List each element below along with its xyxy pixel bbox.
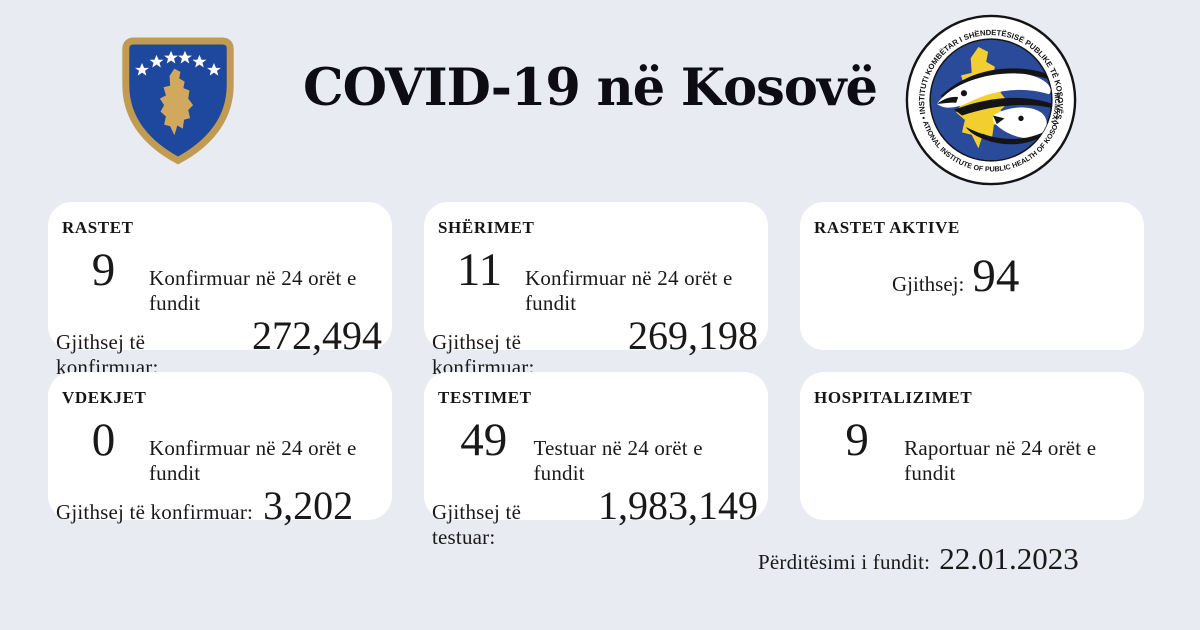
total-count: 269,198	[628, 312, 758, 358]
total-count: 1,983,149	[598, 482, 758, 528]
niph-seal-logo: • INSTITUTI KOMBËTAR I SHËNDETËSISË PUBL…	[904, 13, 1077, 186]
card-title: RASTET	[62, 218, 134, 237]
total-count: 272,494	[252, 312, 382, 358]
stats-grid: RASTET 9 Konfirmuar në 24 orët e fundit …	[48, 202, 1144, 549]
daily-description: Testuar në 24 orët e fundit	[533, 435, 703, 485]
daily-description: Konfirmuar në 24 orët e fundit	[148, 265, 357, 315]
total-count: 94	[972, 249, 1020, 302]
page-title: COVID-19 në Kosovë	[303, 58, 878, 118]
total-row: Gjithsej të konfirmuar: 269,198	[432, 312, 758, 380]
total-label: Gjithsej të testuar:	[432, 499, 522, 549]
daily-row: 49 Testuar në 24 orët e fundit	[446, 413, 758, 486]
daily-count: 49	[460, 413, 508, 466]
daily-count: 9	[91, 243, 116, 296]
daily-row: 11 Konfirmuar në 24 orët e fundit	[446, 243, 758, 316]
card-title: SHËRIMET	[438, 218, 535, 237]
daily-description: Konfirmuar në 24 orët e fundit	[524, 265, 733, 315]
daily-count: 0	[91, 413, 116, 466]
daily-row: 9 Konfirmuar në 24 orët e fundit	[70, 243, 382, 316]
card-vdekjet: VDEKJET 0 Konfirmuar në 24 orët e fundit…	[48, 372, 392, 525]
card-hospitalizimet: HOSPITALIZIMET 9 Raportuar në 24 orët e …	[800, 372, 1144, 520]
total-row: Gjithsej: 94	[892, 249, 1134, 302]
card-title: TESTIMET	[438, 388, 532, 407]
total-row: Gjithsej të konfirmuar: 3,202	[56, 482, 382, 528]
card-title: VDEKJET	[62, 388, 147, 407]
daily-count: 9	[845, 413, 869, 466]
daily-count: 11	[456, 243, 503, 296]
kosovo-emblem-logo	[122, 37, 234, 165]
last-updated-date: 22.01.2023	[939, 541, 1079, 576]
card-testimet: TESTIMET 49 Testuar në 24 orët e fundit …	[424, 372, 768, 549]
daily-row: 0 Konfirmuar në 24 orët e fundit	[70, 413, 382, 486]
card-rastet: RASTET 9 Konfirmuar në 24 orët e fundit …	[48, 202, 392, 379]
last-updated: Përditësimi i fundit: 22.01.2023	[758, 541, 1079, 577]
dove-illustration	[936, 68, 1052, 145]
daily-row: 9 Raportuar në 24 orët e fundit	[822, 413, 1134, 486]
last-updated-label: Përditësimi i fundit:	[758, 550, 931, 574]
daily-description: Raportuar në 24 orët e fundit	[904, 435, 1097, 485]
card-rastet-aktive: RASTET AKTIVE Gjithsej: 94	[800, 202, 1144, 350]
total-row: Gjithsej të testuar: 1,983,149	[432, 482, 758, 550]
daily-description: Konfirmuar në 24 orët e fundit	[148, 435, 357, 485]
card-sherimet: SHËRIMET 11 Konfirmuar në 24 orët e fund…	[424, 202, 768, 379]
total-label: Gjithsej të konfirmuar:	[56, 499, 254, 524]
total-label: Gjithsej:	[892, 271, 965, 296]
total-count: 3,202	[263, 482, 354, 528]
card-title: HOSPITALIZIMET	[814, 388, 973, 407]
total-row: Gjithsej të konfirmuar: 272,494	[56, 312, 382, 380]
card-title: RASTET AKTIVE	[814, 218, 960, 237]
